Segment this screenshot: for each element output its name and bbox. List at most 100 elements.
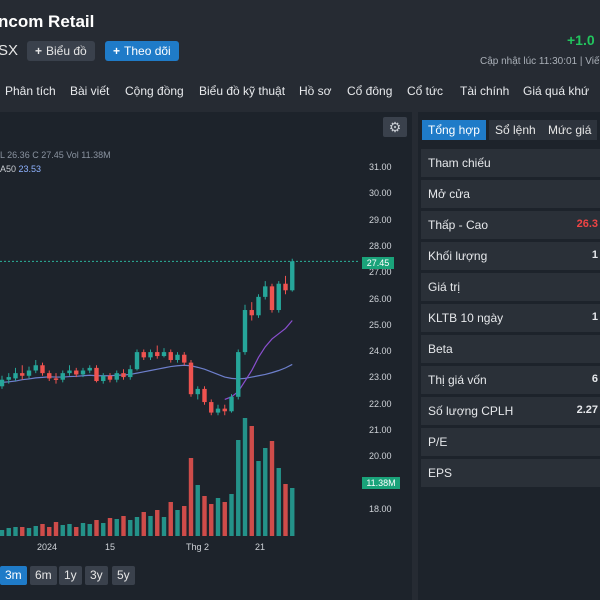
candle-body xyxy=(283,283,288,291)
chart-button[interactable]: + Biểu đồ xyxy=(27,41,95,61)
stats-label: Beta xyxy=(428,342,453,356)
candle-body xyxy=(128,369,133,378)
candle-body xyxy=(168,352,173,360)
volume-bar xyxy=(222,502,227,536)
tab-tong-hop[interactable]: Tổng hợp xyxy=(422,120,486,140)
volume-bar xyxy=(202,496,207,536)
volume-bar xyxy=(101,523,106,536)
y-tick-label: 18.00 xyxy=(369,504,392,514)
stats-row: Mở cửa xyxy=(421,180,600,208)
plus-icon: + xyxy=(113,44,121,58)
candle-body xyxy=(141,352,146,358)
stats-label: Thấp - Cao xyxy=(428,218,489,232)
y-tick-label: 23.00 xyxy=(369,372,392,383)
stats-label: Giá trị xyxy=(428,280,461,294)
candle-body xyxy=(40,365,45,374)
ma-line xyxy=(224,320,293,400)
candle-body xyxy=(47,373,52,379)
y-tick-label: 28.00 xyxy=(369,240,392,251)
follow-button-label: Theo dõi xyxy=(124,44,171,58)
tab-so-lenh[interactable]: Sổ lệnh xyxy=(489,120,542,140)
stats-value: 2.27 xyxy=(576,404,598,416)
volume-bar xyxy=(74,527,79,536)
candle-body xyxy=(242,310,248,353)
stats-row: Thấp - Cao 26.3 xyxy=(421,211,600,239)
stats-value: 6 xyxy=(591,373,598,385)
nav-co-dong[interactable]: Cổ đông xyxy=(347,84,393,98)
volume-bar xyxy=(182,506,187,536)
volume-bar xyxy=(161,517,167,536)
candle-body xyxy=(121,373,126,378)
candle-body xyxy=(0,379,5,387)
stats-value: 1 xyxy=(591,311,598,323)
range-3y[interactable]: 3y xyxy=(85,566,108,585)
y-tick-label: 26.00 xyxy=(369,293,392,304)
volume-bar xyxy=(114,519,119,536)
volume-bar xyxy=(249,426,254,536)
nav-phan-tich[interactable]: Phân tích xyxy=(5,84,56,98)
y-tick-label: 30.00 xyxy=(369,188,392,199)
y-tick-label: 20.00 xyxy=(369,451,392,462)
volume-bar xyxy=(40,524,45,536)
price-chart[interactable] xyxy=(0,140,412,540)
volume-bar xyxy=(47,527,52,536)
volume-bar xyxy=(0,530,5,536)
stats-label: Số lượng CPLH xyxy=(428,404,514,418)
candle-body xyxy=(195,388,200,395)
nav-ho-so[interactable]: Hồ sơ xyxy=(299,84,332,98)
volume-bar xyxy=(26,528,32,536)
volume-bar xyxy=(269,441,275,536)
candle-body xyxy=(263,286,268,297)
stats-label: EPS xyxy=(428,466,453,480)
range-6m[interactable]: 6m xyxy=(30,566,57,585)
volume-bar xyxy=(6,528,11,536)
y-tick-label: 21.00 xyxy=(369,425,392,435)
nav-gia-qua-khu[interactable]: Giá quá khứ xyxy=(523,84,590,98)
range-5y[interactable]: 5y xyxy=(112,566,135,585)
tab-muc-gia[interactable]: Mức giá xyxy=(542,120,598,140)
header: ncom Retail SX + Biểu đồ + Theo dõi +1.0 C… xyxy=(0,0,600,72)
stats-label: Tham chiếu xyxy=(428,156,491,170)
x-label-15: 15 xyxy=(105,542,116,552)
stats-label: Khối lượng xyxy=(428,249,488,263)
nav-bai-viet[interactable]: Bài viết xyxy=(70,84,110,98)
stats-row: Giá trị xyxy=(421,273,600,301)
chart-button-label: Biểu đồ xyxy=(46,44,87,58)
volume-bar xyxy=(128,520,133,536)
price-change: +1.0 xyxy=(567,32,595,48)
volume-bar xyxy=(256,461,261,536)
candle-body xyxy=(101,375,106,382)
follow-button[interactable]: + Theo dõi xyxy=(105,41,179,61)
x-label-2024: 2024 xyxy=(37,542,58,552)
y-tick-label: 31.00 xyxy=(369,162,392,172)
nav-cong-dong[interactable]: Cộng đồng xyxy=(125,84,184,98)
volume-bar xyxy=(195,485,200,536)
volume-bar xyxy=(67,524,72,536)
stats-label: P/E xyxy=(428,435,448,449)
candle-body xyxy=(107,375,113,380)
volume-bar xyxy=(155,510,160,536)
candle-body xyxy=(249,310,254,316)
range-1y[interactable]: 1y xyxy=(59,566,82,585)
main-nav: Phân tích Bài viết Cộng đồng Biểu đồ kỹ … xyxy=(0,72,600,110)
y-tick-label: 25.00 xyxy=(369,319,392,330)
y-tick-label: 27.00 xyxy=(369,267,392,278)
stats-value: 1 xyxy=(591,249,598,261)
stats-row: Beta xyxy=(421,335,600,363)
volume-bar xyxy=(33,526,38,536)
gear-icon[interactable]: ⚙ xyxy=(383,117,407,137)
range-3m[interactable]: 3m xyxy=(0,566,27,585)
candle-body xyxy=(134,352,140,370)
candle-body xyxy=(53,378,59,380)
nav-co-tuc[interactable]: Cổ tức xyxy=(407,84,444,98)
candle-body xyxy=(67,370,72,374)
stats-label: KLTB 10 ngày xyxy=(428,311,504,325)
stats-label: Mở cửa xyxy=(428,187,470,201)
nav-bieu-do-ky-thuat[interactable]: Biểu đồ kỹ thuật xyxy=(199,84,286,98)
candle-body xyxy=(33,365,38,371)
nav-tai-chinh[interactable]: Tài chính xyxy=(460,84,510,98)
ohlc-legend: L 26.36 C 27.45 Vol 11.38M xyxy=(0,150,111,160)
candle-body xyxy=(269,286,275,311)
ma-legend-label: A50 xyxy=(0,164,17,174)
stats-value: 26.3 xyxy=(576,218,598,230)
